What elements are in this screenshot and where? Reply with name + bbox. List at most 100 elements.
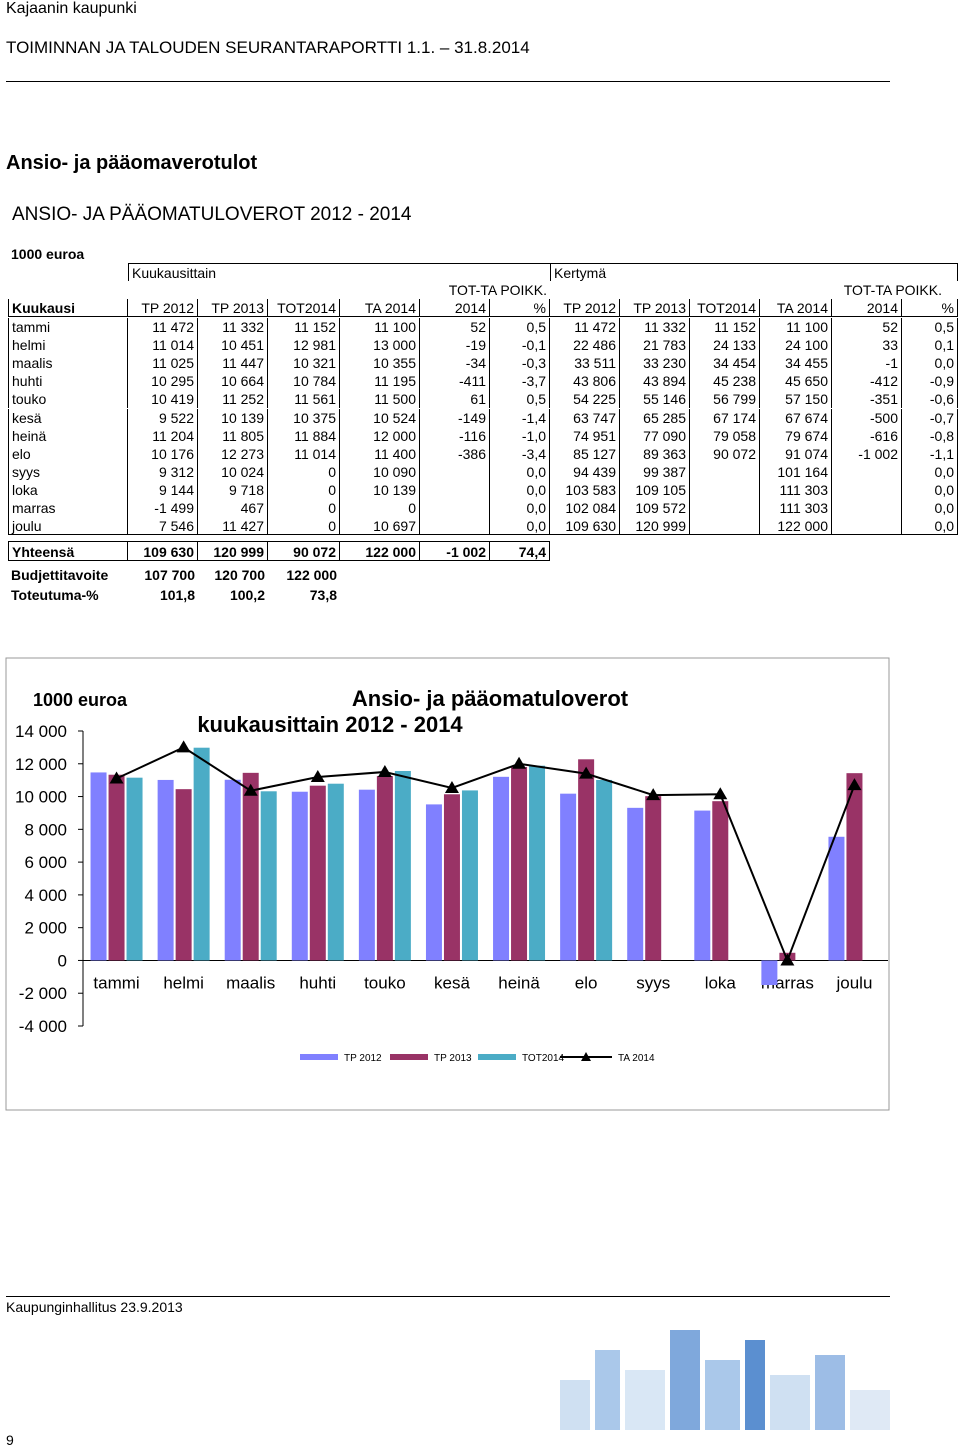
cell: 63 747 (550, 408, 620, 427)
cell: 10 664 (198, 372, 268, 391)
rule (6, 81, 890, 82)
cell: 0,5 (490, 390, 550, 409)
row-label: touko (8, 390, 128, 409)
cell: 111 303 (760, 480, 832, 499)
cell: 0,0 (490, 462, 550, 481)
column-header: TP 2012 (550, 299, 620, 317)
cell: 9 718 (198, 480, 268, 499)
bar (242, 772, 259, 961)
cell: 0,0 (902, 499, 958, 517)
cell: 11 427 (198, 517, 268, 536)
bar (761, 960, 778, 986)
bar (627, 807, 644, 961)
y-tick-label: 2 000 (24, 919, 67, 938)
cell: 10 419 (128, 390, 198, 409)
column-header: TOT2014 (268, 299, 340, 317)
cell: 0 (268, 462, 340, 481)
cell: 10 697 (340, 517, 420, 536)
total-cell: 120 999 (198, 541, 268, 561)
cell: 120 999 (620, 517, 690, 536)
cell: 22 486 (550, 336, 620, 355)
cell: -116 (420, 426, 490, 445)
marker (444, 780, 459, 793)
bar (157, 779, 174, 961)
group-header: Kertymä (550, 263, 958, 281)
marker (109, 771, 124, 784)
cell: -0,9 (902, 372, 958, 391)
x-tick-label: helmi (163, 973, 204, 992)
extra-cell: 100,2 (229, 587, 265, 603)
legend-label: TP 2013 (434, 1053, 472, 1064)
unit: 1000 euroa (11, 246, 85, 262)
cell: -1 (832, 354, 902, 373)
x-tick-label: maalis (226, 973, 275, 992)
cell: 94 439 (550, 462, 620, 481)
row-label: huhti (8, 372, 128, 391)
cell: -412 (832, 372, 902, 391)
cell: 11 805 (198, 426, 268, 445)
legend-swatch (478, 1054, 516, 1060)
cell: 12 981 (268, 336, 340, 355)
cell: 11 884 (268, 426, 340, 445)
cell: 11 400 (340, 444, 420, 463)
footer-text: Kaupunginhallitus 23.9.2013 (6, 1299, 183, 1315)
cell: 10 355 (340, 354, 420, 373)
cell (832, 480, 902, 499)
rule (6, 1296, 890, 1297)
bar (828, 836, 845, 961)
column-header: TP 2013 (620, 299, 690, 317)
bar (425, 804, 442, 961)
chart-title: Ansio- ja pääomatuloverot (352, 686, 629, 711)
cell: 79 058 (690, 426, 760, 445)
bar (511, 766, 528, 961)
bar (529, 765, 546, 961)
cell: 43 806 (550, 372, 620, 391)
cell: 11 472 (550, 318, 620, 336)
cell (832, 517, 902, 536)
bar (560, 793, 577, 961)
cell: 109 572 (620, 499, 690, 517)
chart-subtitle: kuukausittain 2012 - 2014 (197, 712, 463, 737)
cell: -149 (420, 408, 490, 427)
cell: 21 783 (620, 336, 690, 355)
cell: 0,0 (490, 517, 550, 536)
cell: -616 (832, 426, 902, 445)
line (116, 746, 856, 964)
row-label: heinä (8, 426, 128, 445)
cell: 111 303 (760, 499, 832, 517)
cell: 109 630 (550, 517, 620, 536)
cell (420, 480, 490, 499)
cell: 11 152 (268, 318, 340, 336)
cell: 9 144 (128, 480, 198, 499)
cell: 11 014 (128, 336, 198, 355)
row-label: kesä (8, 408, 128, 427)
cell: 74 951 (550, 426, 620, 445)
column-header: TA 2014 (340, 299, 420, 317)
total-cell: 109 630 (128, 541, 198, 561)
bar (224, 779, 241, 961)
cell: -411 (420, 372, 490, 391)
cell: 0,0 (902, 354, 958, 373)
bar (126, 777, 143, 961)
row-label: loka (8, 480, 128, 499)
marker (579, 766, 594, 779)
bar (712, 801, 729, 961)
bar (309, 785, 326, 961)
extra-cell: 73,8 (309, 587, 337, 603)
cell: 0 (268, 517, 340, 536)
extra-cell: 120 700 (214, 567, 265, 583)
cell: 109 105 (620, 480, 690, 499)
cell: 11 561 (268, 390, 340, 409)
cell: 79 674 (760, 426, 832, 445)
marker (310, 769, 325, 782)
cell: 12 000 (340, 426, 420, 445)
cell: 0,0 (902, 462, 958, 481)
column-header: % (490, 299, 550, 317)
cell: 55 146 (620, 390, 690, 409)
column-header: TOT2014 (690, 299, 760, 317)
total-cell: 74,4 (490, 541, 550, 561)
cell: 7 546 (128, 517, 198, 536)
bar (645, 796, 662, 961)
bar (443, 794, 460, 961)
